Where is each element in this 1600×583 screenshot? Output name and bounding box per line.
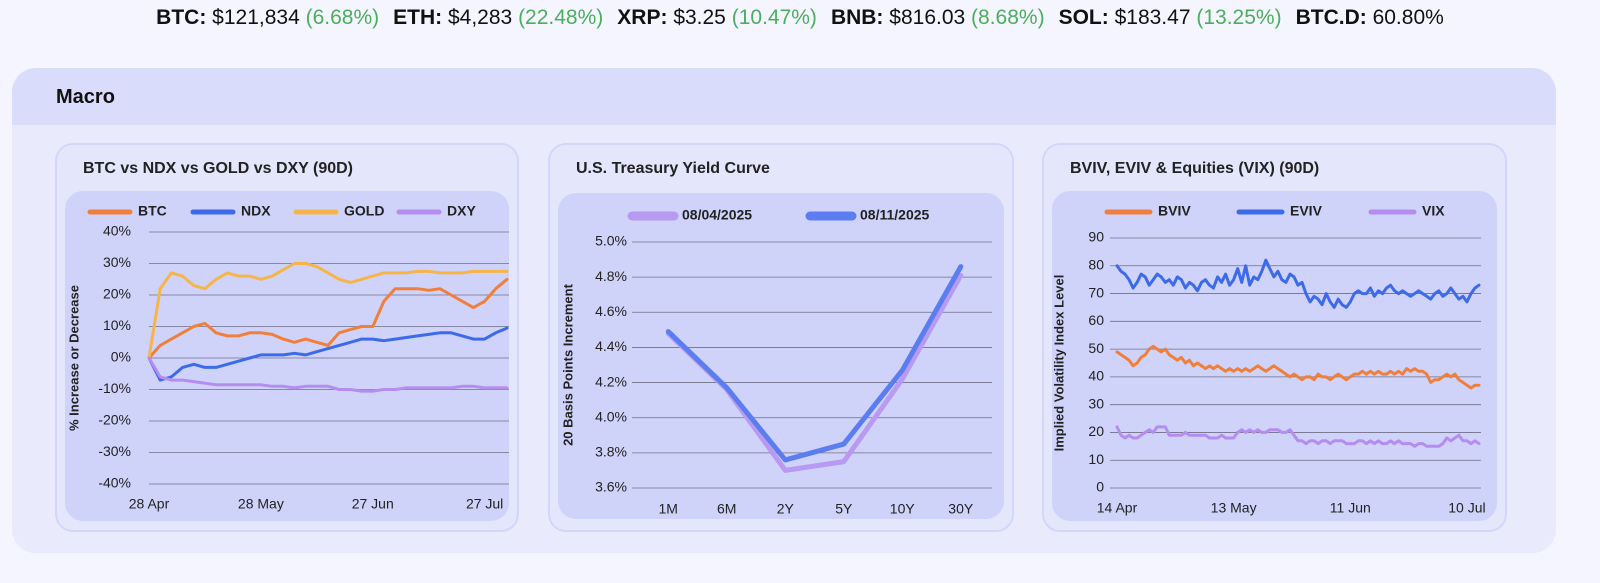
y-tick-label: 10 — [1088, 451, 1104, 467]
y-tick-label: 20 — [1088, 423, 1104, 439]
x-tick-label: 1M — [659, 501, 678, 517]
y-tick-label: 4.4% — [595, 338, 627, 354]
chart-card: BTC vs NDX vs GOLD vs DXY (90D) -40% -30% -… — [55, 143, 519, 532]
chart: BTC vs NDX vs GOLD vs DXY (90D) -40% -30% -… — [65, 160, 509, 521]
y-tick-label: 4.2% — [595, 373, 627, 389]
plot-panel — [65, 191, 509, 521]
x-tick-label: 27 Jun — [352, 496, 394, 512]
series-line — [1115, 258, 1481, 309]
legend-label: 08/11/2025 — [860, 207, 930, 223]
x-tick-label: 14 Apr — [1097, 500, 1138, 516]
y-tick-label: 3.8% — [595, 444, 627, 460]
plot-panel — [1052, 191, 1497, 521]
x-tick-label: 27 Jul — [466, 496, 503, 512]
series-line — [665, 264, 964, 463]
chart-card: BVIV, EVIV & Equities (VIX) (90D) 0 10 20 30… — [1042, 143, 1507, 532]
y-axis-label: 20 Basis Points Increment — [560, 283, 575, 446]
y-tick-label: -10% — [98, 380, 131, 396]
y-axis-label: Implied Volatility Index Level — [1051, 275, 1066, 452]
series-line — [147, 277, 509, 360]
ticker-change: (13.25%) — [1196, 6, 1282, 29]
ticker-item: XRP: $3.25 (10.47%) — [617, 6, 817, 29]
legend-label: 08/04/2025 — [682, 207, 752, 223]
ticker-item: SOL: $183.47 (13.25%) — [1059, 6, 1282, 29]
x-tick-label: 28 Apr — [129, 496, 170, 512]
y-tick-label: 60 — [1088, 312, 1104, 328]
y-tick-label: 0% — [111, 349, 131, 365]
series-line — [147, 326, 509, 382]
series-line — [1115, 344, 1481, 390]
ticker-symbol: ETH: — [393, 6, 443, 29]
x-tick-label: 28 May — [238, 496, 284, 512]
y-tick-label: 4.6% — [595, 303, 627, 319]
chart-title: BVIV, EVIV & Equities (VIX) (90D) — [1070, 160, 1319, 177]
chart: U.S. Treasury Yield Curve 3.6% 3.8% 4.0% 4.2… — [558, 160, 1004, 519]
y-tick-label: -20% — [98, 412, 131, 428]
legend-label: EVIV — [1290, 203, 1323, 219]
x-tick-label: 13 May — [1211, 500, 1257, 516]
y-tick-label: 50 — [1088, 340, 1104, 356]
ticker-item: ETH: $4,283 (22.48%) — [393, 6, 603, 29]
ticker-item: BTC: $121,834 (6.68%) — [156, 6, 379, 29]
y-tick-label: 5.0% — [595, 233, 627, 249]
series-line — [147, 356, 509, 393]
y-axis-label: % Increase or Decrease — [66, 285, 81, 431]
ticker-price: 60.80% — [1372, 6, 1444, 29]
y-tick-label: 10% — [103, 317, 131, 333]
ticker-price: $183.47 — [1114, 6, 1191, 29]
ticker-bar: BTC: $121,834 (6.68%) ETH: $4,283 (22.48%… — [0, 6, 1600, 30]
y-tick-label: 30% — [103, 254, 131, 270]
ticker-price: $121,834 — [212, 6, 300, 29]
y-tick-label: 30 — [1088, 395, 1104, 411]
y-tick-label: 4.0% — [595, 408, 627, 424]
x-tick-label: 2Y — [777, 501, 795, 517]
ticker-symbol: SOL: — [1058, 6, 1109, 29]
ticker-change: (8.68%) — [971, 6, 1045, 29]
legend-label: VIX — [1422, 203, 1445, 219]
series-line — [147, 262, 509, 360]
x-tick-label: 10Y — [890, 501, 916, 517]
ticker-price: $816.03 — [889, 6, 966, 29]
ticker-price: $4,283 — [447, 6, 513, 29]
x-tick-label: 10 Jul — [1448, 500, 1485, 516]
y-tick-label: 20% — [103, 286, 131, 302]
y-tick-label: 40 — [1088, 368, 1104, 384]
chart-card: U.S. Treasury Yield Curve 3.6% 3.8% 4.0% 4.2… — [548, 143, 1014, 532]
ticker-change: (22.48%) — [518, 6, 604, 29]
ticker-item: BTC.D: 60.80% — [1296, 6, 1444, 29]
x-tick-label: 5Y — [835, 501, 853, 517]
ticker-symbol: XRP: — [617, 6, 668, 29]
section-title: Macro — [56, 86, 115, 108]
chart-title: U.S. Treasury Yield Curve — [576, 160, 770, 177]
legend-label: DXY — [447, 203, 476, 219]
legend-label: NDX — [241, 203, 271, 219]
y-tick-label: 40% — [103, 223, 131, 239]
legend-label: GOLD — [344, 203, 384, 219]
ticker-symbol: BTC.D: — [1295, 6, 1367, 29]
series-line — [1115, 425, 1481, 448]
ticker-symbol: BNB: — [830, 6, 884, 29]
chart: BVIV, EVIV & Equities (VIX) (90D) 0 10 20 30… — [1051, 160, 1497, 521]
y-tick-label: -40% — [98, 475, 131, 491]
legend-label: BVIV — [1158, 203, 1191, 219]
plot-panel — [558, 193, 1004, 519]
y-tick-label: 70 — [1088, 284, 1104, 300]
y-tick-label: 80 — [1088, 256, 1104, 272]
ticker-price: $3.25 — [673, 6, 726, 29]
ticker-change: (10.47%) — [731, 6, 817, 29]
legend-label: BTC — [138, 203, 167, 219]
y-tick-label: 0 — [1096, 479, 1104, 495]
ticker-symbol: BTC: — [156, 6, 207, 29]
x-tick-label: 6M — [717, 501, 736, 517]
ticker-item: BNB: $816.03 (8.68%) — [831, 6, 1045, 29]
x-tick-label: 30Y — [948, 501, 974, 517]
ticker-change: (6.68%) — [305, 6, 380, 29]
y-tick-label: 90 — [1088, 229, 1104, 245]
y-tick-label: 4.8% — [595, 268, 627, 284]
y-tick-label: -30% — [98, 443, 131, 459]
chart-title: BTC vs NDX vs GOLD vs DXY (90D) — [83, 160, 353, 177]
x-tick-label: 11 Jun — [1330, 500, 1371, 516]
y-tick-label: 3.6% — [595, 479, 627, 495]
